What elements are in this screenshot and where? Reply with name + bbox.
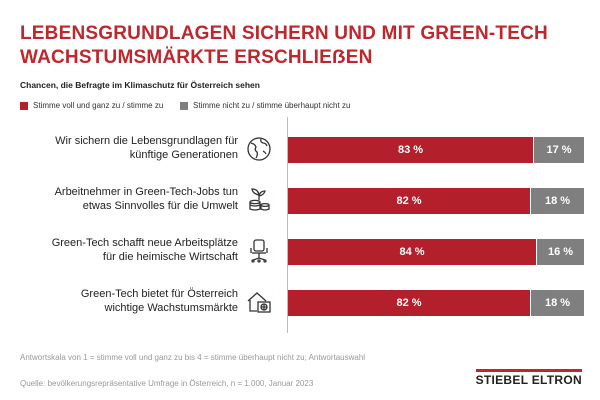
- chart-subtitle: Chancen, die Befragte im Klimaschutz für…: [20, 80, 260, 90]
- office-chair-icon: [246, 238, 272, 264]
- bar-agree: [288, 239, 536, 265]
- data-label-agree: 84 %: [399, 246, 425, 258]
- category-label: Arbeitnehmer in Green-Tech-Jobs tun etwas…: [0, 185, 238, 213]
- footnote: Antwortskala von 1 = stimme voll und gan…: [20, 353, 366, 362]
- data-label-agree: 82 %: [396, 297, 422, 309]
- category-label-line1: Green-Tech bietet für Österreich: [80, 288, 238, 300]
- house-heatpump-icon: [246, 289, 272, 315]
- legend-label-agree: Stimme voll und ganz zu / stimme zu: [33, 101, 164, 110]
- source-note: Quelle: bevölkerungsrepräsentative Umfra…: [20, 379, 314, 388]
- legend-swatch-disagree: [180, 101, 188, 110]
- category-label-line1: Green-Tech schafft neue Arbeitsplätze: [51, 237, 238, 249]
- globe-icon: [246, 136, 272, 162]
- bar-disagree: [537, 239, 584, 265]
- legend-swatch-agree: [20, 101, 28, 110]
- category-label-line2: künftige Generationen: [129, 149, 238, 161]
- data-label-disagree: 18 %: [544, 297, 571, 309]
- brand-logo: STIEBEL ELTRON: [475, 369, 582, 387]
- data-label-disagree: 16 %: [547, 246, 574, 258]
- bar-agree: [288, 137, 533, 163]
- bar-agree: [288, 188, 530, 214]
- plant-coins-icon: [246, 187, 272, 213]
- legend-item-agree: Stimme voll und ganz zu / stimme zu: [20, 101, 163, 110]
- chart-title: LEBENSGRUNDLAGEN SICHERN UND MIT GREEN-T…: [20, 22, 580, 70]
- data-label-disagree: 17 %: [546, 144, 572, 156]
- chart-title-line1: LEBENSGRUNDLAGEN SICHERN UND MIT GREEN-T…: [20, 23, 548, 44]
- category-label-line2: etwas Sinnvolles für die Umwelt: [82, 200, 238, 212]
- category-label: Wir sichern die Lebensgrundlagen für künf…: [0, 134, 238, 162]
- category-label-line2: wichtige Wachstumsmärkte: [104, 302, 238, 314]
- bar-agree: [288, 290, 530, 316]
- chart-title-line2: WACHSTUMSMÄRKTE ERSCHLIEẞEN: [20, 47, 373, 68]
- category-label: Green-Tech schafft neue Arbeitsplätze für…: [0, 236, 238, 264]
- category-label-line1: Wir sichern die Lebensgrundlagen für: [55, 135, 238, 147]
- bar-disagree: [534, 137, 584, 163]
- legend-label-disagree: Stimme nicht zu / stimme überhaupt nicht…: [193, 101, 351, 110]
- category-label-line2: für die heimische Wirtschaft: [102, 251, 238, 263]
- legend-item-disagree: Stimme nicht zu / stimme überhaupt nicht…: [180, 101, 350, 110]
- data-label-agree: 83 %: [397, 144, 424, 156]
- bar-disagree: [531, 188, 584, 214]
- data-label-disagree: 18 %: [544, 195, 571, 207]
- axis-line: [287, 117, 288, 333]
- data-label-agree: 82 %: [396, 195, 422, 207]
- category-label: Green-Tech bietet für Österreich wichtige…: [0, 287, 238, 315]
- bar-disagree: [531, 290, 584, 316]
- category-label-line1: Arbeitnehmer in Green-Tech-Jobs tun: [54, 186, 238, 198]
